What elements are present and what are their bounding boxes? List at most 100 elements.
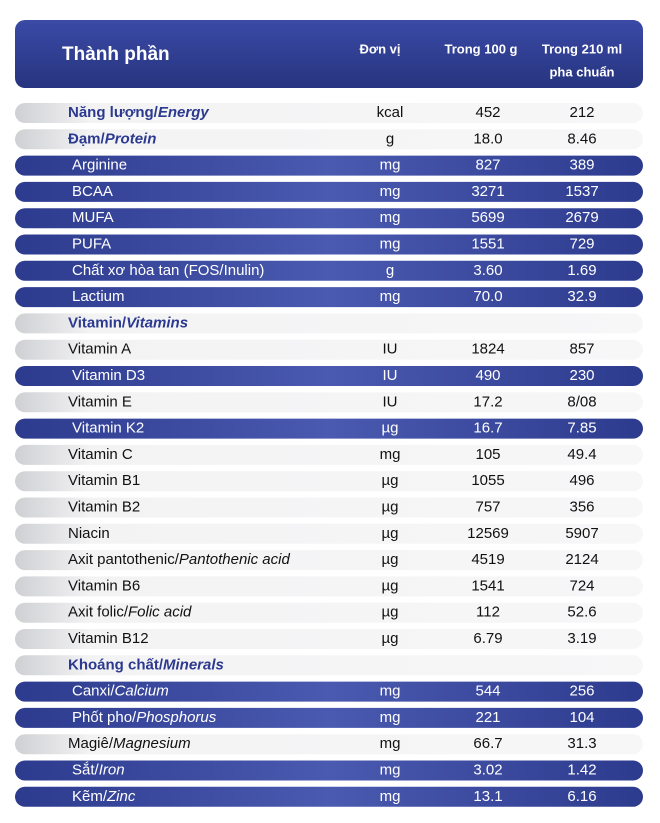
row-name: Lactium <box>72 288 125 305</box>
cell-unit: mg <box>380 157 401 174</box>
row-name: Vitamin C <box>68 446 133 463</box>
column-header: Thành phần <box>62 44 170 65</box>
cell-unit: mg <box>380 761 401 778</box>
row-name: Đạm/Protein <box>68 130 156 147</box>
name-vi: Axit pantothenic/ <box>68 551 180 568</box>
row-band <box>15 681 643 702</box>
row-band <box>15 339 643 360</box>
name-vi: Vitamin C <box>68 446 133 463</box>
name-vi: Niacin <box>68 525 110 542</box>
cell-unit: µg <box>382 472 399 489</box>
cell-v210: 857 <box>569 341 594 358</box>
row-name: Vitamin B12 <box>68 630 149 647</box>
cell-unit: mg <box>380 288 401 305</box>
cell-unit: µg <box>382 420 399 437</box>
row-name: Axit pantothenic/Pantothenic acid <box>68 551 290 568</box>
cell-v210: 724 <box>569 577 594 594</box>
name-vi: Lactium <box>72 288 125 305</box>
cell-v100: 70.0 <box>473 288 502 305</box>
name-en: Calcium <box>115 683 169 700</box>
cell-v100: 16.7 <box>473 420 502 437</box>
row-name: Magiê/Magnesium <box>68 735 191 752</box>
name-en: Phosphorus <box>136 709 217 726</box>
cell-v100: 1824 <box>471 341 504 358</box>
name-vi: Vitamin/ <box>68 314 127 331</box>
cell-unit: mg <box>380 735 401 752</box>
row-band <box>15 655 643 676</box>
row-band <box>15 497 643 518</box>
cell-unit: mg <box>380 183 401 200</box>
cell-unit: µg <box>382 525 399 542</box>
row-band <box>15 523 643 544</box>
name-vi: Magiê/ <box>68 735 114 752</box>
cell-unit: g <box>386 262 394 279</box>
cell-v100: 105 <box>475 446 500 463</box>
row-band <box>15 155 643 176</box>
name-en: Iron <box>99 761 125 778</box>
row-name: Axit folic/Folic acid <box>68 604 192 621</box>
row-name: PUFA <box>72 235 111 252</box>
cell-v100: 490 <box>475 367 500 384</box>
cell-unit: µg <box>382 577 399 594</box>
row-band <box>15 602 643 623</box>
cell-v210: 32.9 <box>567 288 596 305</box>
cell-v210: 3.19 <box>567 630 596 647</box>
cell-v210: 5907 <box>565 525 598 542</box>
cell-v100: 1551 <box>471 235 504 252</box>
column-header: Trong 100 g <box>445 41 518 56</box>
cell-v210: 49.4 <box>567 446 596 463</box>
cell-v210: 8/08 <box>567 393 596 410</box>
row-band <box>15 392 643 413</box>
cell-unit: mg <box>380 788 401 805</box>
cell-unit: µg <box>382 604 399 621</box>
cell-v100: 3271 <box>471 183 504 200</box>
cell-v100: 112 <box>476 604 500 621</box>
cell-unit: g <box>386 130 394 147</box>
row-band <box>15 208 643 229</box>
row-band <box>15 129 643 150</box>
row-band <box>15 260 643 281</box>
cell-v210: 729 <box>569 235 594 252</box>
column-header: Đơn vị <box>359 41 400 56</box>
name-vi: Vitamin K2 <box>72 420 144 437</box>
cell-v100: 18.0 <box>473 130 502 147</box>
name-en: Minerals <box>163 656 224 673</box>
row-name: BCAA <box>72 183 113 200</box>
name-en: Magnesium <box>113 735 191 752</box>
row-band <box>15 734 643 755</box>
cell-v100: 3.60 <box>473 262 502 279</box>
cell-v210: 1.69 <box>567 262 596 279</box>
cell-v210: 52.6 <box>567 604 596 621</box>
name-vi: Chất xơ hòa tan (FOS/Inulin) <box>72 262 264 279</box>
cell-v210: 2679 <box>565 209 598 226</box>
row-band <box>15 576 643 597</box>
name-vi: Phốt pho/ <box>72 709 137 726</box>
cell-v210: 7.85 <box>567 420 596 437</box>
row-name: Vitamin A <box>68 341 131 358</box>
cell-v210: 356 <box>569 498 594 515</box>
row-name: Vitamin D3 <box>72 367 145 384</box>
name-vi: Vitamin B2 <box>68 498 140 515</box>
cell-v100: 13.1 <box>473 788 502 805</box>
row-name: Sắt/Iron <box>72 761 125 778</box>
name-vi: Vitamin A <box>68 341 131 358</box>
row-band <box>15 707 643 728</box>
cell-v100: 452 <box>475 104 500 121</box>
row-name: Arginine <box>72 157 127 174</box>
cell-unit: mg <box>380 235 401 252</box>
cell-unit: kcal <box>377 104 404 121</box>
cell-unit: IU <box>383 367 398 384</box>
cell-v100: 757 <box>475 498 500 515</box>
name-en: Pantothenic acid <box>179 551 291 568</box>
name-en: Energy <box>158 104 210 121</box>
cell-v210: 256 <box>569 683 594 700</box>
name-vi: Vitamin D3 <box>72 367 145 384</box>
row-name: Năng lượng/Energy <box>68 104 209 121</box>
cell-v100: 17.2 <box>473 393 502 410</box>
name-vi: Kẽm/ <box>72 788 108 805</box>
column-header: Trong 210 ml <box>542 41 622 56</box>
name-vi: Axit folic/ <box>68 604 129 621</box>
row-name: Vitamin B2 <box>68 498 140 515</box>
header-bar <box>15 20 643 88</box>
cell-v210: 496 <box>569 472 594 489</box>
